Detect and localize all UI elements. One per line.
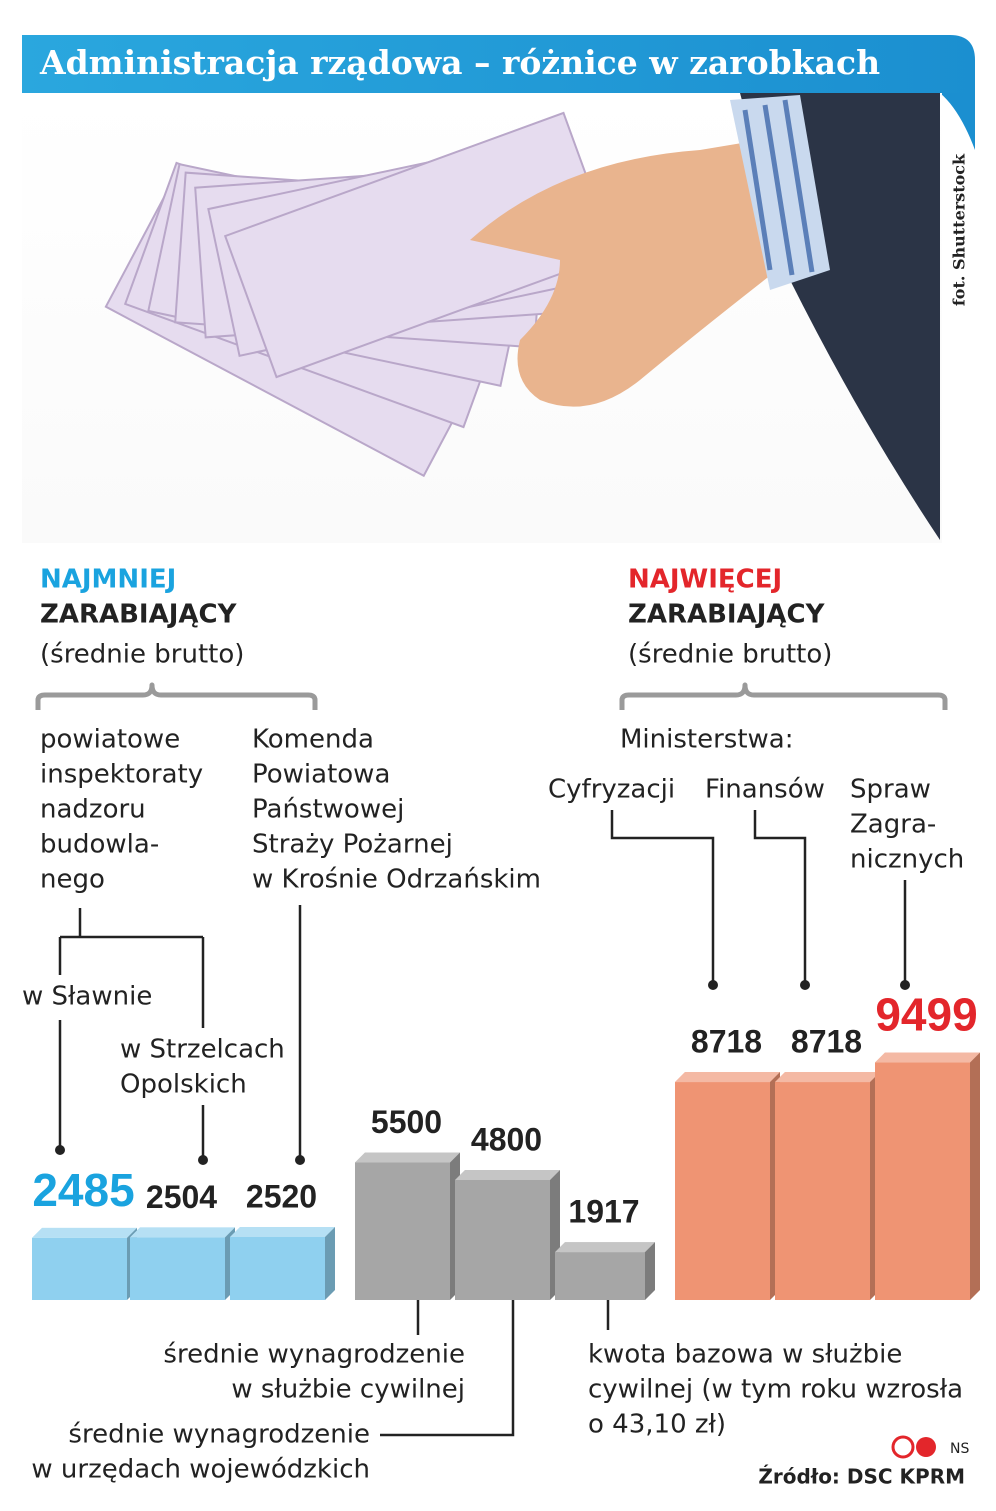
- left-header: (średnie brutto): [40, 640, 244, 670]
- bars: 2485 2504 2520 5500 4800 1917 8718 8718 9499: [32, 989, 980, 1300]
- bar: [230, 1237, 325, 1300]
- bar-top: [675, 1072, 780, 1083]
- note: średnie wynagrodzenie: [68, 1420, 370, 1450]
- value-label: 2504: [146, 1179, 217, 1215]
- title-bar-tail: [940, 93, 975, 150]
- brace: [35, 682, 318, 710]
- bar-top-shade: [675, 1072, 780, 1083]
- bar-top: [355, 1152, 460, 1163]
- label: Cyfryzacji: [548, 775, 675, 805]
- label: Straży Pożarnej: [252, 830, 453, 860]
- bar-top: [455, 1170, 560, 1180]
- logo-text: NS: [950, 1441, 969, 1457]
- logo: NS: [891, 1435, 969, 1459]
- bar-top-shade: [775, 1072, 880, 1083]
- bar-top-shade: [32, 1227, 137, 1238]
- bar: [775, 1082, 870, 1300]
- bar-side: [645, 1242, 655, 1300]
- bar-top: [130, 1227, 235, 1238]
- bar: [355, 1162, 450, 1300]
- value-label: 8718: [691, 1024, 762, 1060]
- bar-side-shade: [970, 1052, 980, 1300]
- label: Spraw: [850, 775, 931, 805]
- value-label: 2520: [246, 1178, 317, 1214]
- label: w Sławnie: [22, 982, 152, 1012]
- label: Finansów: [705, 775, 825, 805]
- photo: fot. Shutterstock: [22, 93, 969, 543]
- bar-top: [875, 1052, 980, 1063]
- left-header: NAJMNIEJ: [40, 565, 176, 595]
- label: Opolskich: [120, 1070, 247, 1100]
- value-label: 2485: [32, 1164, 134, 1216]
- bar-top-shade: [555, 1242, 655, 1253]
- label: nicznych: [850, 845, 964, 875]
- bar-top: [775, 1072, 880, 1083]
- bar-side: [325, 1227, 335, 1300]
- label: Ministerstwa:: [620, 725, 793, 755]
- label: Zagra-: [850, 810, 936, 840]
- label: nadzoru: [40, 795, 146, 825]
- right-header: ZARABIAJĄCY: [628, 600, 826, 630]
- bar-top-shade: [130, 1227, 235, 1238]
- bar: [32, 1237, 127, 1300]
- bar-top: [230, 1227, 335, 1237]
- bar-top: [555, 1242, 655, 1253]
- label: nego: [40, 865, 105, 895]
- note: kwota bazowa w służbie: [588, 1340, 902, 1370]
- right-header: NAJWIĘCEJ: [628, 565, 782, 595]
- source: Źródło: DSC KPRM: [758, 1465, 965, 1489]
- label: w Strzelcach: [120, 1035, 285, 1065]
- note: o 43,10 zł): [588, 1410, 726, 1440]
- label: Komenda: [252, 725, 374, 755]
- group-a: powiatowe inspektoraty nadzoru budowla- …: [40, 725, 203, 895]
- note: w urzędach wojewódzkich: [31, 1455, 370, 1485]
- value-label: 9499: [875, 989, 977, 1041]
- label: inspektoraty: [40, 760, 203, 790]
- bar-top-shade: [455, 1170, 560, 1180]
- left-header: ZARABIAJĄCY: [40, 600, 238, 630]
- title-bar: [22, 35, 975, 93]
- brace: [619, 682, 948, 710]
- label: budowla-: [40, 830, 159, 860]
- connectors: [55, 810, 910, 1437]
- bar: [675, 1082, 770, 1300]
- label: Powiatowa: [252, 760, 390, 790]
- label: powiatowe: [40, 725, 180, 755]
- bar-top: [32, 1227, 137, 1238]
- bar-side: [970, 1052, 980, 1300]
- value-label: 4800: [471, 1121, 542, 1157]
- bar-side-shade: [325, 1227, 335, 1300]
- bar-side-shade: [645, 1242, 655, 1300]
- bar: [455, 1180, 550, 1300]
- value-label: 1917: [568, 1194, 639, 1230]
- note: w służbie cywilnej: [231, 1375, 465, 1405]
- photo-credit: fot. Shutterstock: [950, 153, 969, 306]
- bar-top-shade: [230, 1227, 335, 1237]
- bar: [130, 1237, 225, 1300]
- note: cywilnej (w tym roku wzrosła: [588, 1375, 963, 1405]
- value-label: 8718: [791, 1024, 862, 1060]
- bar-top-shade: [355, 1152, 460, 1163]
- bar: [555, 1252, 645, 1300]
- right-header: (średnie brutto): [628, 640, 832, 670]
- group-b: Komenda Powiatowa Państwowej Straży Poża…: [252, 725, 541, 895]
- bar: [875, 1062, 970, 1300]
- title: Administracja rządowa – różnice w zarobk…: [39, 43, 880, 82]
- value-label: 5500: [371, 1104, 442, 1140]
- bar-top-shade: [875, 1052, 980, 1063]
- note: średnie wynagrodzenie: [163, 1340, 465, 1370]
- label: Państwowej: [252, 795, 404, 825]
- label: w Krośnie Odrzańskim: [252, 865, 541, 895]
